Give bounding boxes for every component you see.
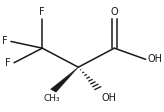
Text: F: F bbox=[5, 58, 11, 68]
Polygon shape bbox=[51, 67, 78, 92]
Text: F: F bbox=[2, 36, 8, 46]
Text: OH: OH bbox=[102, 93, 117, 103]
Text: F: F bbox=[40, 7, 45, 17]
Text: O: O bbox=[111, 7, 118, 17]
Text: CH₃: CH₃ bbox=[43, 94, 60, 103]
Text: OH: OH bbox=[147, 54, 162, 64]
